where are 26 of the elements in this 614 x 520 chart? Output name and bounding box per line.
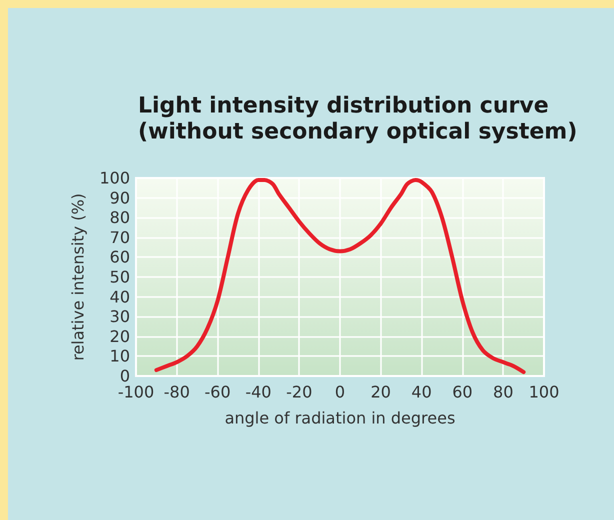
y-tick-label: 50 xyxy=(110,268,130,286)
x-tick-label: -40 xyxy=(245,382,272,402)
x-tick-label: -100 xyxy=(118,382,154,402)
y-tick-label: 90 xyxy=(110,188,130,208)
y-tick-label: 30 xyxy=(110,307,130,326)
y-tick-label: 100 xyxy=(99,168,130,188)
line-series xyxy=(154,178,526,374)
y-axis-title: relative intensity (%) xyxy=(68,193,88,361)
x-tick-label: 40 xyxy=(411,382,432,402)
y-tick-label: 10 xyxy=(110,346,130,366)
y-tick-label: 70 xyxy=(110,228,130,247)
y-tick-label: 20 xyxy=(110,326,130,346)
y-tick-label: 80 xyxy=(110,208,130,228)
x-tick-label: -20 xyxy=(286,382,312,402)
x-axis-title: angle of radiation in degrees xyxy=(224,408,456,428)
x-tick-label: 20 xyxy=(370,382,391,402)
chart-title: Light intensity distribution curve (without secondary optical system) xyxy=(138,94,578,144)
x-tick-label: 100 xyxy=(528,382,560,402)
x-tick-label: 80 xyxy=(493,382,514,402)
y-tick-label: 60 xyxy=(110,248,130,267)
y-tick-label: 0 xyxy=(120,366,130,386)
x-tick-label: 60 xyxy=(452,382,473,402)
x-tick-label: -80 xyxy=(164,382,190,402)
y-tick-label: 40 xyxy=(110,287,130,306)
x-tick-label: 0 xyxy=(334,382,346,402)
x-tick-label: -60 xyxy=(204,382,231,402)
